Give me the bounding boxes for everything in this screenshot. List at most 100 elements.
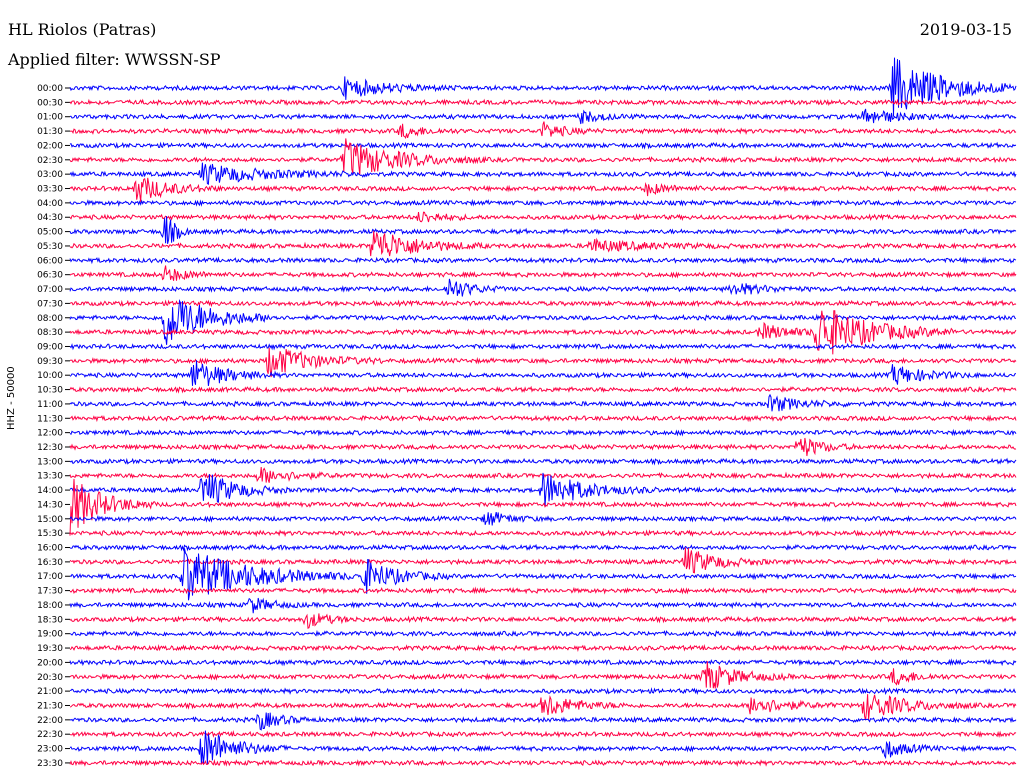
row-label-0130: 01:30	[37, 127, 63, 137]
trace-row-1200	[69, 428, 1017, 437]
row-label-1000: 10:00	[37, 371, 63, 381]
row-label-1900: 19:00	[37, 630, 63, 640]
trace-row-2200	[69, 712, 1017, 731]
row-label-2130: 21:30	[37, 701, 63, 711]
trace-row-1930	[69, 644, 1017, 653]
trace-row-1630	[69, 547, 1017, 574]
row-label-0800: 08:00	[37, 314, 63, 324]
row-label-0630: 06:30	[37, 271, 63, 281]
row-label-1300: 13:00	[37, 457, 63, 467]
row-labels: 00:00 00:30 01:00 01:30 02:00 02:30 03:00 03:30…	[37, 84, 70, 769]
trace-row-0730	[69, 299, 1017, 308]
row-label-2300: 23:00	[37, 745, 63, 755]
row-label-0200: 02:00	[37, 141, 63, 151]
row-label-0930: 09:30	[37, 357, 63, 367]
row-label-2200: 22:00	[37, 716, 63, 726]
trace-row-1130	[69, 414, 1017, 423]
trace-row-0330	[69, 177, 1017, 203]
row-label-1630: 16:30	[37, 558, 63, 568]
trace-row-0430	[69, 211, 1017, 223]
trace-row-0930	[69, 347, 1017, 378]
row-label-1400: 14:00	[37, 486, 63, 496]
trace-row-1400	[69, 472, 1017, 508]
row-label-0430: 04:30	[37, 213, 63, 223]
trace-row-1800	[69, 597, 1017, 614]
row-label-0300: 03:00	[37, 170, 63, 180]
trace-row-1100	[69, 393, 1017, 412]
trace-row-1700	[69, 548, 1017, 601]
trace-row-1430	[69, 478, 1017, 536]
row-label-1830: 18:30	[37, 615, 63, 625]
row-label-0500: 05:00	[37, 228, 63, 238]
row-label-0530: 05:30	[37, 242, 63, 252]
trace-row-0300	[69, 162, 1017, 186]
trace-row-1830	[69, 613, 1017, 629]
trace-row-0500	[69, 216, 1017, 244]
trace-row-2130	[69, 694, 1017, 721]
trace-row-1730	[69, 586, 1017, 595]
trace-row-2100	[70, 687, 1017, 696]
trace-row-0830	[69, 310, 1017, 355]
trace-row-1900	[69, 629, 1017, 638]
traces	[69, 57, 1017, 767]
row-label-0900: 09:00	[37, 342, 63, 352]
row-label-0330: 03:30	[37, 185, 63, 195]
row-label-1430: 14:30	[37, 500, 63, 510]
station-title: HL Riolos (Patras)	[8, 20, 157, 39]
row-label-1600: 16:00	[37, 544, 63, 554]
trace-row-0530	[69, 230, 1017, 257]
trace-row-0230	[69, 138, 1017, 176]
trace-row-0700	[69, 278, 1017, 297]
row-label-1230: 12:30	[37, 443, 63, 453]
trace-row-1530	[69, 529, 1017, 538]
trace-row-0130	[69, 121, 1017, 139]
row-label-1330: 13:30	[37, 472, 63, 482]
row-label-0700: 07:00	[37, 285, 63, 295]
trace-row-0900	[69, 342, 1017, 351]
row-label-1730: 17:30	[37, 587, 63, 597]
row-label-1130: 11:30	[37, 414, 63, 424]
trace-row-0400	[69, 198, 1017, 207]
date-label: 2019-03-15	[919, 20, 1012, 39]
row-label-0830: 08:30	[37, 328, 63, 338]
row-label-1530: 15:30	[37, 529, 63, 539]
row-label-0600: 06:00	[37, 256, 63, 266]
trace-row-1000	[69, 360, 1017, 386]
row-label-0100: 01:00	[37, 113, 63, 123]
trace-row-0000	[69, 57, 1017, 117]
row-label-0400: 04:00	[37, 199, 63, 209]
row-label-0230: 02:30	[37, 156, 63, 166]
row-label-2100: 21:00	[37, 687, 63, 697]
trace-row-0030	[69, 98, 1017, 107]
row-label-2330: 23:30	[37, 759, 63, 769]
trace-row-1600	[69, 543, 1017, 552]
trace-row-1030	[69, 385, 1017, 394]
row-label-2000: 20:00	[37, 658, 63, 668]
trace-row-0800	[69, 298, 1017, 345]
row-label-0730: 07:30	[37, 299, 63, 309]
trace-row-1300	[69, 457, 1017, 466]
trace-row-0600	[69, 256, 1017, 265]
row-label-1700: 17:00	[37, 572, 63, 582]
trace-row-2300	[69, 730, 1017, 765]
row-label-0030: 00:30	[37, 98, 63, 108]
row-label-1800: 18:00	[37, 601, 63, 611]
trace-row-2330	[69, 758, 1017, 767]
trace-row-1230	[69, 437, 1017, 457]
row-label-0000: 00:00	[37, 84, 63, 94]
trace-row-0630	[69, 265, 1017, 281]
row-label-2030: 20:30	[37, 673, 63, 683]
trace-row-0100	[69, 108, 1017, 125]
row-label-1030: 10:30	[37, 386, 63, 396]
row-label-1100: 11:00	[37, 400, 63, 410]
row-label-1200: 12:00	[37, 429, 63, 439]
trace-row-2000	[69, 658, 1017, 667]
filter-label: Applied filter: WWSSN-SP	[8, 50, 221, 69]
row-label-1930: 19:30	[37, 644, 63, 654]
trace-row-2230	[69, 730, 1017, 739]
trace-row-0200	[69, 141, 1017, 150]
trace-row-1500	[69, 512, 1017, 526]
row-label-1500: 15:00	[37, 515, 63, 525]
trace-row-2030	[69, 661, 1017, 689]
